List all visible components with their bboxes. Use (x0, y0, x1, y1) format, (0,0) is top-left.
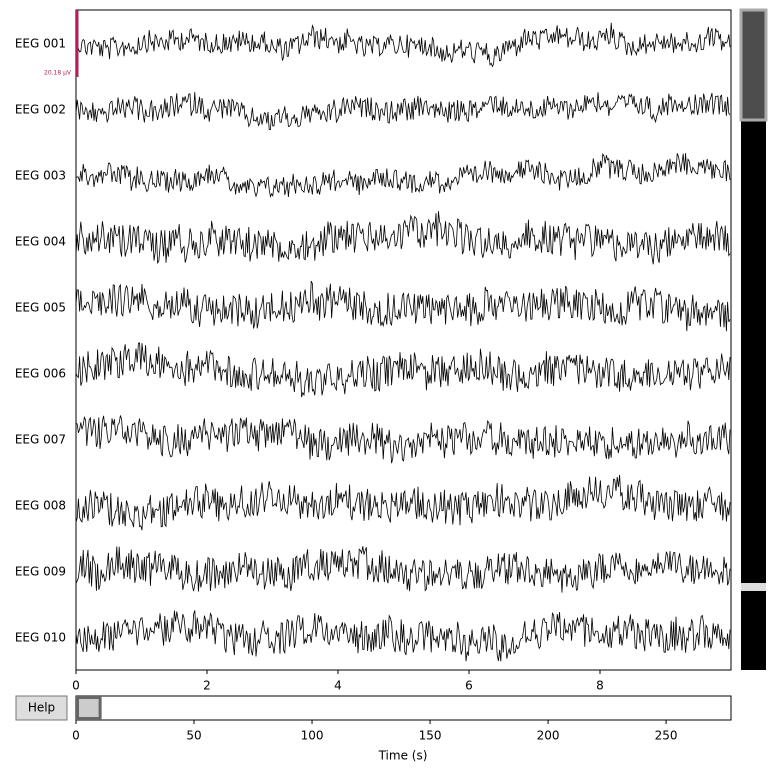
eeg-trace (76, 415, 731, 464)
eeg-trace (76, 152, 731, 199)
overview-tick-label: 50 (186, 729, 201, 743)
time-window-thumb[interactable] (76, 696, 102, 720)
channel-scroll-marker (741, 583, 766, 591)
help-button-label[interactable]: Help (28, 701, 55, 715)
scale-bar-label: 20.18 µV (44, 70, 72, 77)
eeg-trace (76, 474, 731, 531)
help-button[interactable] (15, 695, 68, 721)
channel-label: EEG 002 (15, 103, 66, 117)
channel-scroll-thumb[interactable] (739, 8, 768, 122)
time-scrollbar[interactable] (75, 695, 732, 721)
channel-label: EEG 009 (15, 565, 66, 579)
x-tick-label: 6 (465, 679, 473, 693)
channel-label: EEG 001 (15, 37, 66, 51)
overview-tick-label: 150 (419, 729, 442, 743)
traces (76, 22, 731, 662)
scale-bar (76, 10, 79, 77)
channel-label: EEG 005 (15, 301, 66, 315)
overview-tick-label: 0 (72, 729, 80, 743)
eeg-trace (76, 92, 731, 130)
x-tick-label: 0 (72, 679, 80, 693)
eeg-trace (76, 211, 731, 265)
plot-frame (75, 9, 732, 671)
channel-label: EEG 007 (15, 433, 66, 447)
channel-label: EEG 003 (15, 169, 66, 183)
x-tick-label: 8 (596, 679, 604, 693)
overview-tick-label: 250 (655, 729, 678, 743)
x-tick-label: 4 (334, 679, 342, 693)
overview-tick-label: 100 (301, 729, 324, 743)
x-tick-label: 2 (203, 679, 211, 693)
eeg-trace (76, 280, 731, 332)
channel-label: EEG 010 (15, 631, 66, 645)
channel-label: EEG 004 (15, 235, 66, 249)
channel-label: EEG 006 (15, 367, 66, 381)
eeg-trace (76, 610, 731, 662)
x-axis-label: Time (s) (378, 749, 428, 763)
eeg-trace (76, 546, 731, 593)
eeg-trace (76, 342, 731, 398)
channel-label: EEG 008 (15, 499, 66, 513)
overview-tick-label: 200 (537, 729, 560, 743)
eeg-trace (76, 22, 731, 68)
